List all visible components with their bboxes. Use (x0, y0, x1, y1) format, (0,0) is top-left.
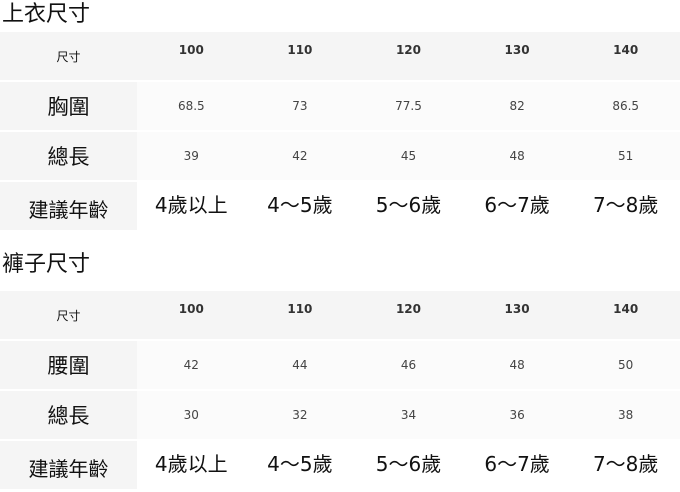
row-label: 胸圍 (0, 82, 137, 130)
table-cell: 30 (137, 391, 246, 439)
table-cell: 77.5 (354, 82, 463, 130)
table-cell: 4～5歲 (245, 441, 355, 489)
row-label: 建議年齡 (0, 182, 137, 230)
table-row: 尺寸 100 110 120 130 140 (0, 291, 680, 339)
table-cell: 110 (245, 291, 355, 339)
table-cell: 46 (354, 341, 463, 389)
table-cell: 38 (571, 391, 680, 439)
table-cell: 140 (571, 32, 680, 80)
table-cell: 100 (137, 32, 246, 80)
table-cell: 5～6歲 (354, 182, 463, 230)
row-label: 尺寸 (0, 291, 137, 339)
table-cell: 36 (462, 391, 572, 439)
row-label: 總長 (0, 391, 137, 439)
table-cell: 45 (354, 132, 463, 180)
table-cell: 73 (245, 82, 355, 130)
top-size-title: 上衣尺寸 (2, 2, 91, 27)
table-cell: 140 (571, 291, 680, 339)
row-label: 尺寸 (0, 32, 137, 80)
row-label: 總長 (0, 132, 137, 180)
table-cell: 51 (571, 132, 680, 180)
table-row: 建議年齡 4歲以上 4～5歲 5～6歲 6～7歲 7～8歲 (0, 441, 680, 489)
table-cell: 130 (462, 32, 572, 80)
table-row: 胸圍 68.5 73 77.5 82 86.5 (0, 82, 680, 130)
table-cell: 100 (137, 291, 246, 339)
pants-size-title: 褲子尺寸 (2, 252, 91, 277)
top-size-table: 尺寸 100 110 120 130 140 胸圍 68.5 73 77.5 82 86.5 總長 39 4… (0, 32, 680, 232)
table-cell: 120 (354, 32, 463, 80)
table-cell: 4～5歲 (245, 182, 355, 230)
table-row: 建議年齡 4歲以上 4～5歲 5～6歲 6～7歲 7～8歲 (0, 182, 680, 230)
table-cell: 86.5 (571, 82, 680, 130)
table-cell: 7～8歲 (571, 441, 680, 489)
table-cell: 50 (571, 341, 680, 389)
table-cell: 34 (354, 391, 463, 439)
table-row: 總長 39 42 45 48 51 (0, 132, 680, 180)
table-cell: 6～7歲 (462, 182, 572, 230)
table-cell: 42 (137, 341, 246, 389)
table-row: 總長 30 32 34 36 38 (0, 391, 680, 439)
row-label: 腰圍 (0, 341, 137, 389)
table-cell: 39 (137, 132, 246, 180)
table-cell: 7～8歲 (571, 182, 680, 230)
table-cell: 130 (462, 291, 572, 339)
table-cell: 42 (245, 132, 355, 180)
table-cell: 4歲以上 (137, 441, 246, 489)
table-cell: 44 (245, 341, 355, 389)
table-cell: 110 (245, 32, 355, 80)
table-cell: 5～6歲 (354, 441, 463, 489)
row-label: 建議年齡 (0, 441, 137, 489)
table-row: 腰圍 42 44 46 48 50 (0, 341, 680, 389)
table-cell: 120 (354, 291, 463, 339)
table-row: 尺寸 100 110 120 130 140 (0, 32, 680, 80)
table-cell: 82 (462, 82, 572, 130)
pants-size-table: 尺寸 100 110 120 130 140 腰圍 42 44 46 48 50 總長 30 32 34 36 3… (0, 291, 680, 491)
table-cell: 32 (245, 391, 355, 439)
table-cell: 6～7歲 (462, 441, 572, 489)
table-cell: 68.5 (137, 82, 246, 130)
table-cell: 48 (462, 341, 572, 389)
table-cell: 4歲以上 (137, 182, 246, 230)
table-cell: 48 (462, 132, 572, 180)
